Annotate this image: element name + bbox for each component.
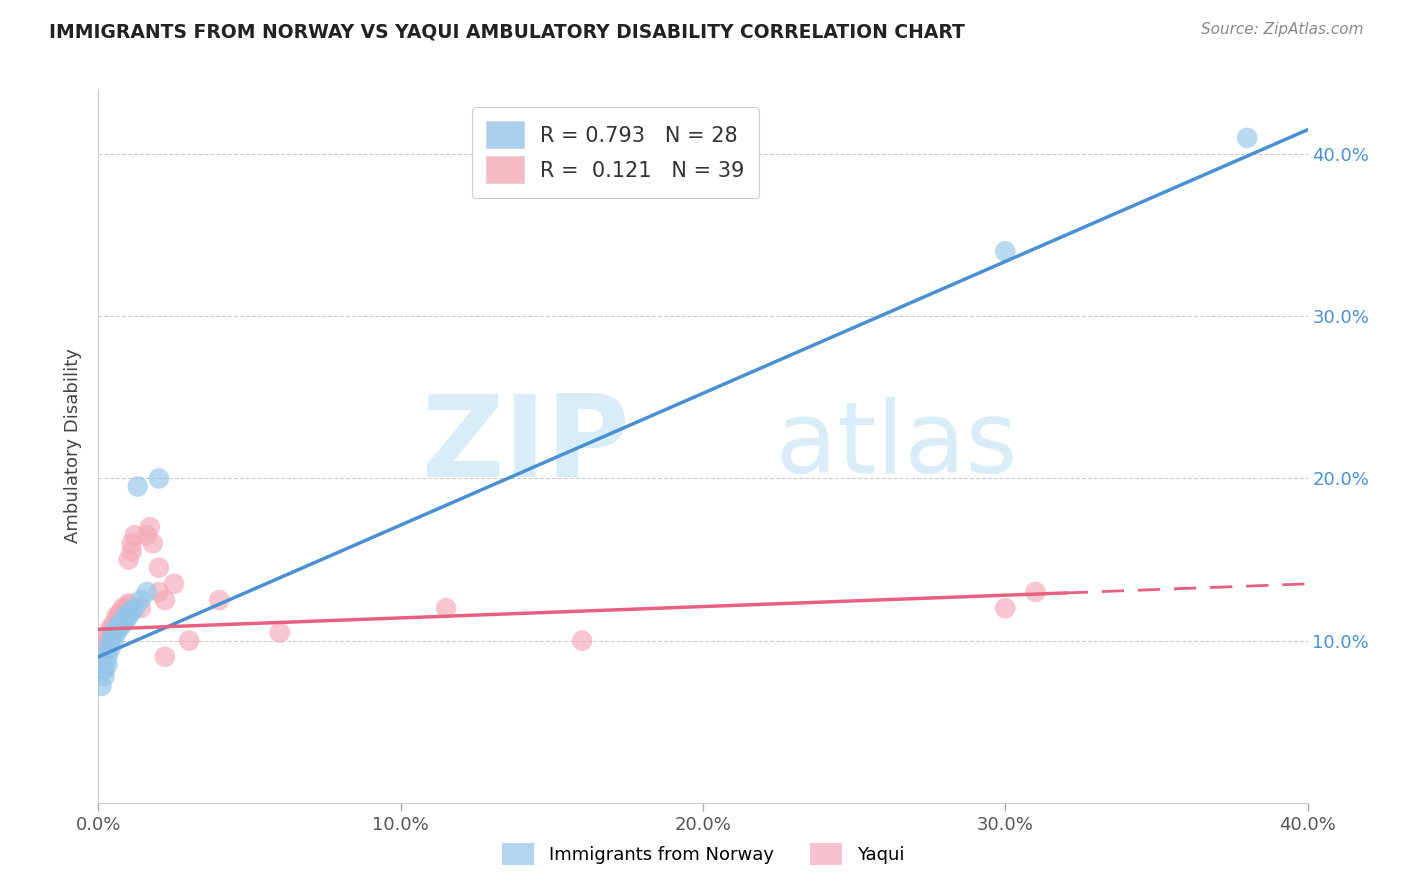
Point (127, 479, 149, 493)
Point (96, 633, 118, 648)
Point (111, 617, 134, 632)
Point (108, 606, 131, 620)
Point (93, 669, 115, 683)
Point (108, 617, 131, 632)
Point (96, 641, 118, 656)
Point (118, 606, 141, 620)
Point (103, 621, 125, 635)
Point (105, 614, 128, 628)
Text: ZIP: ZIP (422, 391, 630, 501)
Point (1236, 131, 1258, 145)
Point (163, 577, 186, 591)
Point (100, 625, 122, 640)
Point (96, 657, 118, 672)
Point (111, 601, 134, 615)
Point (142, 536, 165, 550)
Point (90, 649, 112, 664)
Point (100, 633, 122, 648)
Point (103, 625, 125, 640)
Point (114, 614, 136, 628)
Point (153, 649, 176, 664)
Point (114, 609, 136, 624)
Point (105, 609, 128, 624)
Point (105, 621, 128, 635)
Point (121, 544, 143, 558)
Point (114, 601, 136, 615)
Point (118, 552, 141, 566)
Point (103, 633, 125, 648)
Point (121, 604, 143, 618)
Point (105, 625, 128, 640)
Point (179, 633, 201, 648)
Point (129, 601, 152, 615)
Point (434, 601, 457, 615)
Point (96, 629, 118, 643)
Point (139, 520, 162, 534)
Point (135, 585, 157, 599)
Point (148, 585, 170, 599)
Point (118, 598, 141, 612)
Point (93, 641, 115, 656)
Legend: Immigrants from Norway, Yaqui: Immigrants from Norway, Yaqui (495, 836, 911, 872)
Point (153, 593, 176, 607)
Point (111, 606, 134, 620)
Point (124, 601, 146, 615)
Point (108, 609, 131, 624)
Legend: R = 0.793   N = 28, R =  0.121   N = 39: R = 0.793 N = 28, R = 0.121 N = 39 (471, 107, 759, 198)
Point (1024, 585, 1046, 599)
Point (208, 593, 231, 607)
Point (994, 601, 1017, 615)
Point (108, 621, 131, 635)
Text: IMMIGRANTS FROM NORWAY VS YAQUI AMBULATORY DISABILITY CORRELATION CHART: IMMIGRANTS FROM NORWAY VS YAQUI AMBULATO… (49, 22, 965, 41)
Point (121, 536, 143, 550)
Text: atlas: atlas (776, 398, 1017, 494)
Point (124, 528, 146, 542)
Point (100, 641, 122, 656)
Point (103, 617, 125, 632)
Point (148, 560, 170, 574)
Point (105, 617, 128, 632)
Point (269, 625, 291, 640)
Point (111, 614, 134, 628)
Point (118, 609, 141, 624)
Point (100, 621, 122, 635)
Point (571, 633, 593, 648)
Point (118, 596, 141, 610)
Point (135, 528, 157, 542)
Point (90, 679, 112, 693)
Point (96, 649, 118, 664)
Y-axis label: Ambulatory Disability: Ambulatory Disability (63, 349, 82, 543)
Text: Source: ZipAtlas.com: Source: ZipAtlas.com (1201, 22, 1364, 37)
Point (93, 637, 115, 651)
Point (129, 593, 152, 607)
Point (994, 244, 1017, 259)
Point (148, 471, 170, 485)
Point (93, 663, 115, 677)
